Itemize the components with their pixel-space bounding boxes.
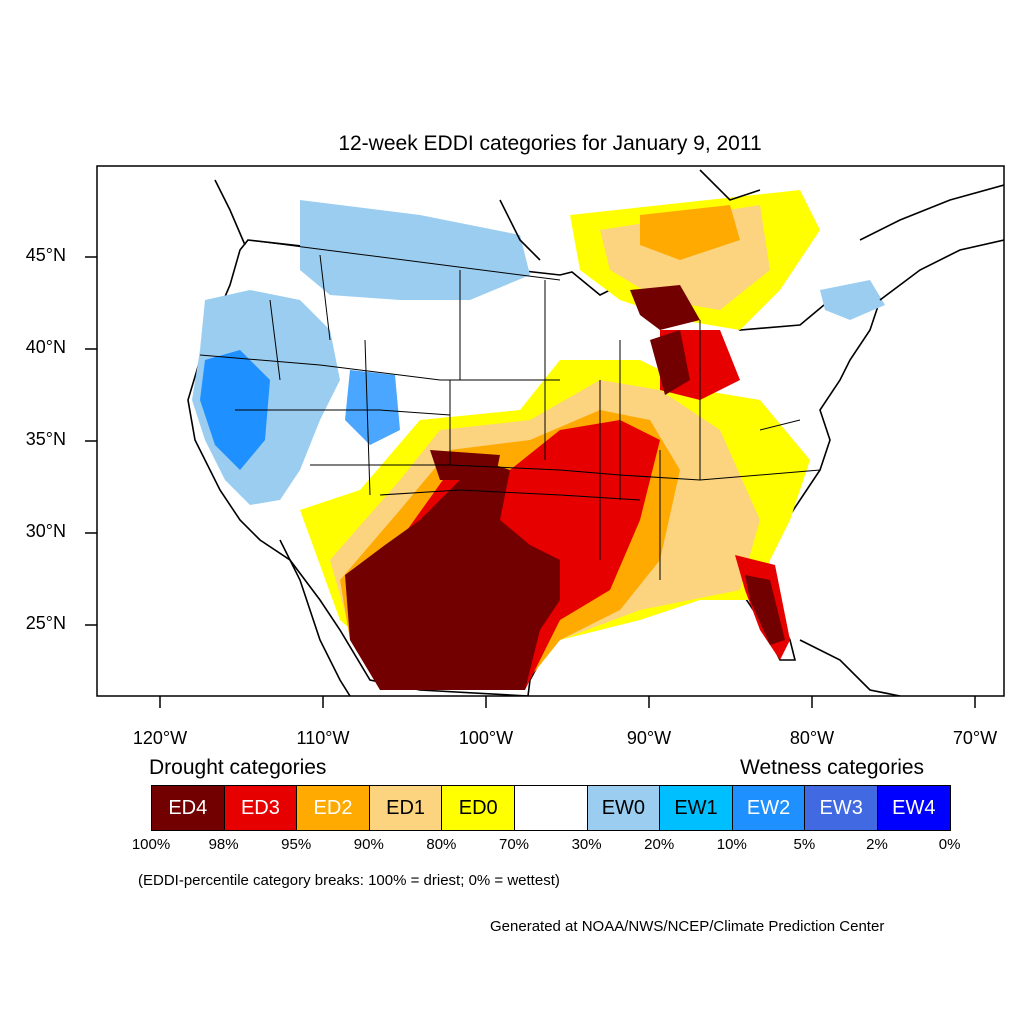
legend-swatch-ew3: EW3 (804, 785, 878, 831)
michigan-dry-ed4 (630, 285, 700, 330)
lat-label-25: 25°N (25, 613, 66, 633)
break-label: 70% (498, 836, 530, 853)
lon-label-80w: 80°W (789, 728, 835, 748)
break-label: 90% (353, 836, 384, 853)
lon-label-100w: 100°W (458, 728, 514, 748)
south-dry-ed4 (345, 460, 560, 690)
break-label: 5% (793, 836, 816, 853)
break-label: 10% (716, 836, 747, 853)
break-label: 80% (426, 836, 457, 853)
break-label: 2% (866, 836, 888, 853)
northwest-wetness (300, 200, 530, 300)
legend-swatch-normal (514, 785, 588, 831)
legend-swatch-ew0: EW0 (586, 785, 661, 831)
legend-swatch-ew4: EW4 (877, 785, 951, 831)
legend-swatch-ew2: EW2 (731, 785, 806, 831)
legend-swatch-ed1: ED1 (368, 785, 443, 831)
legend-swatch-ed4: ED4 (151, 785, 225, 831)
legend-swatch-ed3: ED3 (223, 785, 298, 831)
lon-label-120w: 120°W (132, 728, 188, 748)
lon-label-70w: 70°W (952, 728, 998, 748)
state-borders (199, 239, 821, 580)
break-label: 20% (644, 836, 675, 853)
map-frame (96, 165, 1005, 697)
lat-label-45: 45°N (25, 245, 66, 265)
coastlines (214, 169, 1004, 696)
lon-label-90w: 90°W (626, 728, 672, 748)
break-label: 98% (208, 836, 239, 853)
legend-swatch-ed2: ED2 (296, 785, 370, 831)
lon-label-110w: 110°W (296, 728, 350, 748)
wetness-heading: Wetness categories (740, 756, 925, 779)
map-title: 12-week EDDI categories for January 9, 2… (338, 132, 762, 155)
break-label: 0% (938, 836, 961, 853)
credit-text: Generated at NOAA/NWS/NCEP/Climate Predi… (490, 918, 885, 935)
legend-swatch-ew1: EW1 (659, 785, 733, 831)
drought-heading: Drought categories (149, 756, 327, 779)
lat-label-40: 40°N (25, 337, 66, 357)
lat-label-30: 30°N (25, 521, 66, 541)
break-label: 100% (131, 836, 171, 853)
legend-swatch-ed0: ED0 (441, 785, 515, 831)
break-label: 30% (571, 836, 602, 853)
axis-ticks (85, 256, 976, 708)
break-label: 95% (281, 836, 312, 853)
lat-label-35: 35°N (25, 429, 66, 449)
breaks-note: (EDDI-percentile category breaks: 100% =… (138, 872, 560, 889)
